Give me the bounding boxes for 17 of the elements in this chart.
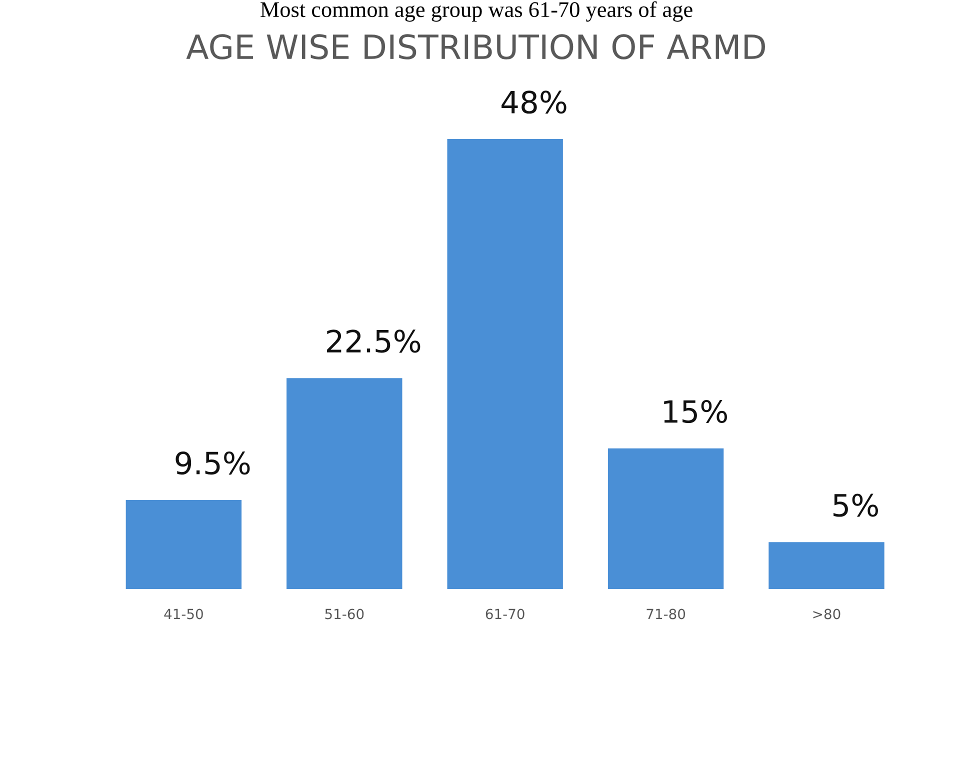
data-label: 48%	[502, 90, 566, 114]
x-tick-label: >80	[813, 608, 840, 620]
bar	[126, 500, 242, 590]
x-tick-label: 41-50	[164, 608, 203, 620]
data-label: 15%	[664, 400, 727, 424]
bar	[768, 542, 884, 590]
chart-title: AGE WISE DISTRIBUTION OF ARMD	[186, 34, 765, 60]
x-tick-label: 71-80	[646, 608, 686, 620]
bar	[286, 378, 402, 590]
data-label: 5%	[834, 494, 878, 517]
x-tick-label: 51-60	[325, 608, 364, 620]
data-label: 22.5%	[327, 330, 420, 353]
data-label: 9.5%	[176, 452, 250, 475]
bar	[447, 139, 563, 590]
x-tick-label: 61-70	[486, 608, 524, 620]
bar	[608, 448, 724, 590]
text: Most common age group was 61-70 years of age	[260, 1, 692, 22]
